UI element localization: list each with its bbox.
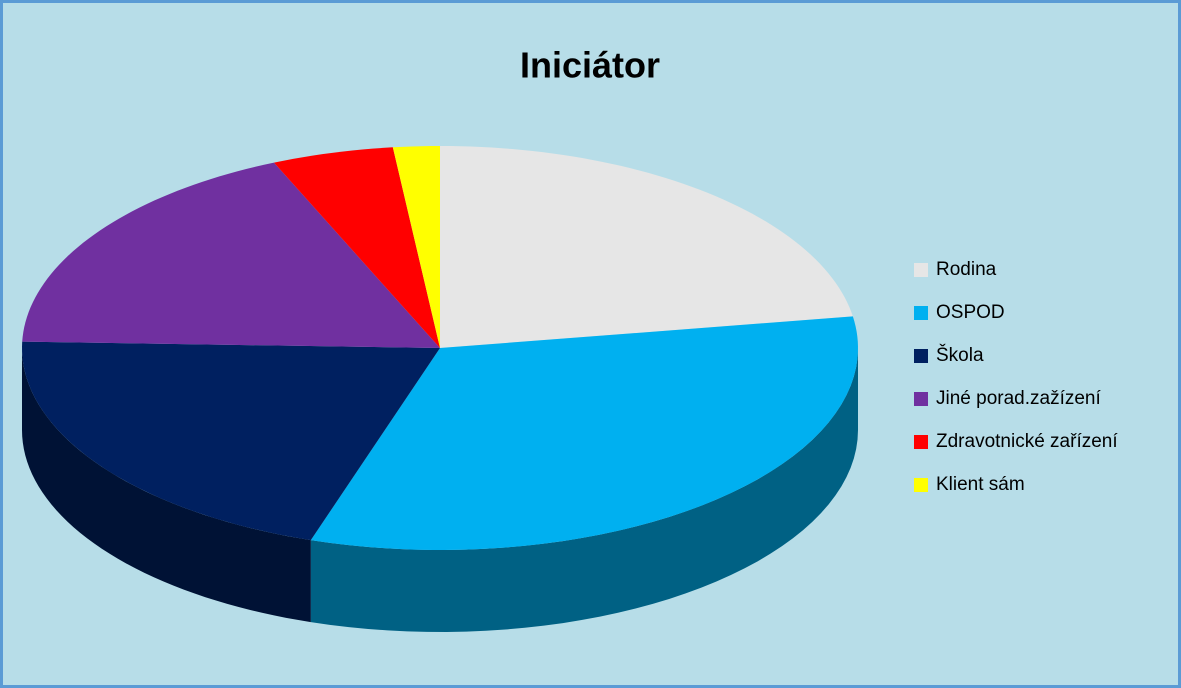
legend-swatch bbox=[914, 435, 928, 449]
legend-label: OSPOD bbox=[936, 302, 1005, 323]
slice bbox=[392, 146, 440, 348]
legend-swatch bbox=[914, 478, 928, 492]
slice-side bbox=[310, 348, 858, 632]
slice bbox=[440, 146, 853, 348]
legend-swatch bbox=[914, 263, 928, 277]
legend-label: Klient sám bbox=[936, 474, 1025, 495]
legend-label: Rodina bbox=[936, 259, 997, 280]
legend-label: Zdravotnické zařízení bbox=[936, 431, 1118, 452]
slice bbox=[22, 162, 440, 348]
legend-swatch bbox=[914, 392, 928, 406]
chart-title: Iniciátor bbox=[520, 45, 660, 86]
legend-swatch bbox=[914, 306, 928, 320]
slice-side bbox=[22, 348, 311, 623]
slice bbox=[22, 341, 441, 541]
slice bbox=[310, 316, 858, 550]
legend-swatch bbox=[914, 349, 928, 363]
legend-label: Jiné porad.zažízení bbox=[936, 388, 1101, 409]
legend-label: Škola bbox=[936, 344, 984, 366]
slice bbox=[273, 147, 440, 348]
